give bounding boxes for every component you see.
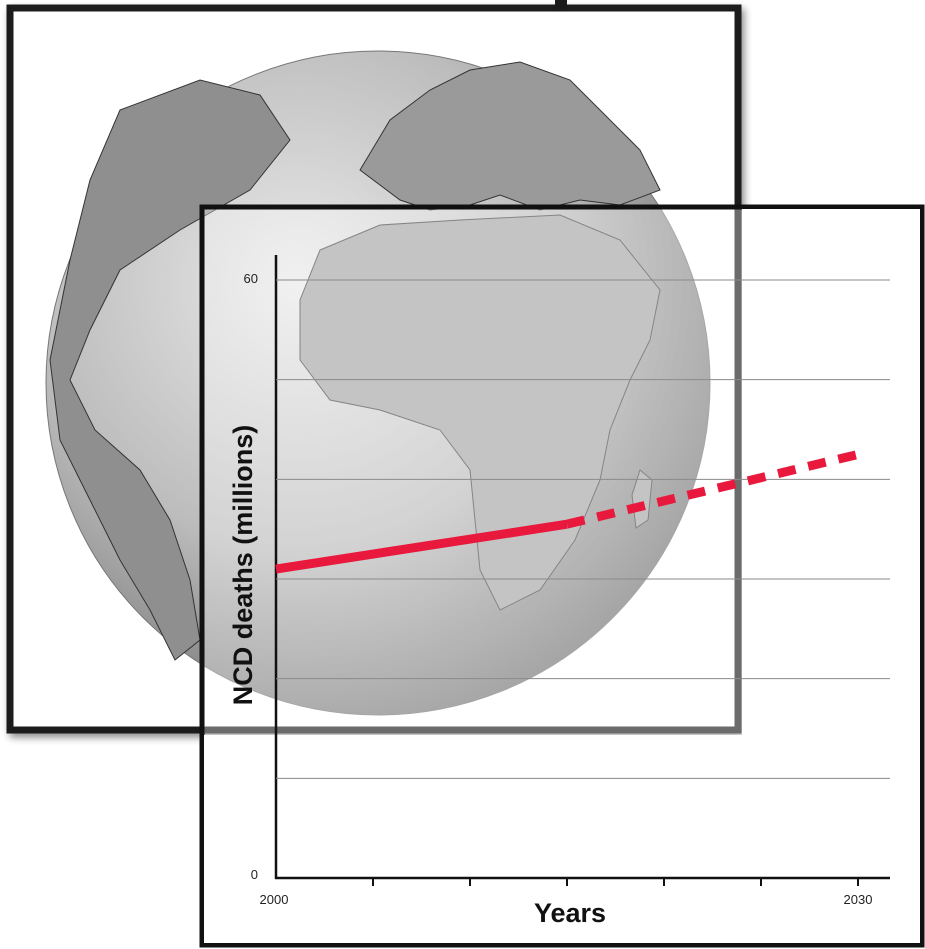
continent-americas <box>49 79 291 661</box>
globe-icon <box>45 50 711 716</box>
island-madagascar <box>631 469 653 529</box>
gridlines <box>276 279 890 779</box>
x-tick-label-end: 2030 <box>844 892 873 907</box>
continent-africa <box>299 214 661 611</box>
x-tick-label-start: 2000 <box>260 892 289 907</box>
series-line-dashed <box>565 450 860 529</box>
y-tick-label-top: 60 <box>244 271 258 286</box>
y-axis-title: NCD deaths (millions) <box>228 425 258 706</box>
x-ticks <box>372 878 859 886</box>
chart-panel-lower-fill <box>204 735 920 943</box>
chart-panel-right-fill <box>742 209 920 737</box>
y-tick-label-bottom: 0 <box>251 867 258 882</box>
series-line-solid <box>275 519 568 574</box>
series-group <box>275 450 860 574</box>
x-axis-title: Years <box>534 898 606 928</box>
back-frame-top-strip <box>555 0 567 10</box>
